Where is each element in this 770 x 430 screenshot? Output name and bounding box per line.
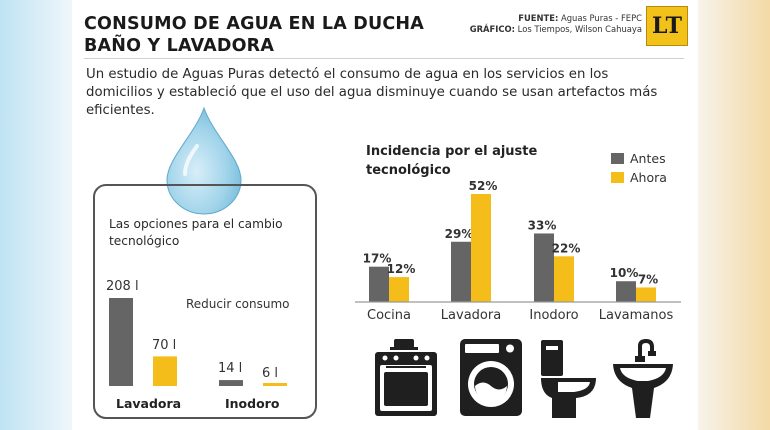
incidence-bar-cocina-ahora: [389, 277, 409, 302]
options-title: Las opciones para el cambio tecnológico: [109, 217, 283, 248]
source-label: FUENTE:: [518, 13, 559, 23]
option-bar-inodoro-after: [263, 383, 287, 386]
graphic-value: Los Tiempos, Wilson Cahuaya: [517, 24, 642, 34]
bar-label-inodoro-before: 14 l: [218, 361, 243, 376]
incidence-category-inodoro: Inodoro: [529, 308, 578, 323]
graphic-label: GRÁFICO:: [469, 24, 515, 34]
incidence-value-cocina-ahora: 12%: [387, 262, 416, 276]
incidence-value-inodoro-ahora: 22%: [552, 241, 581, 255]
stove-icon: [375, 339, 437, 416]
incidence-value-lavamanos-ahora: 7%: [638, 272, 658, 286]
legend-label-ahora: Ahora: [630, 170, 667, 185]
incidence-bar-lavadora-ahora: [471, 194, 491, 302]
intro-text: Un estudio de Aguas Puras detectó el con…: [86, 67, 658, 118]
bar-label-inodoro-after: 6 l: [262, 366, 279, 381]
incidence-value-lavadora-antes: 29%: [445, 227, 474, 241]
sink-icon: [613, 338, 673, 418]
incidence-value-lavadora-ahora: 52%: [469, 180, 498, 193]
bar-label-lavadora-after: 70 l: [152, 338, 177, 353]
incidence-category-lavamanos: Lavamanos: [599, 308, 674, 323]
water-drop-icon: [166, 106, 242, 215]
incidence-bar-lavamanos-antes: [616, 281, 636, 302]
legend-swatch-antes: [611, 153, 624, 164]
option-bar-lavadora-after: [153, 356, 177, 386]
incidence-category-cocina: Cocina: [367, 308, 411, 323]
options-chart: [109, 298, 287, 386]
incidence-bar-lavamanos-ahora: [636, 287, 656, 302]
incidence-bar-inodoro-antes: [534, 233, 554, 302]
option-bar-inodoro-before: [219, 380, 243, 386]
category-inodoro: Inodoro: [225, 396, 280, 411]
header-divider: [84, 58, 684, 59]
page-title: CONSUMO DE AGUA EN LA DUCHA BAÑO Y LAVAD…: [84, 13, 424, 57]
incidence-value-cocina-antes: 17%: [363, 252, 392, 266]
incidence-bar-cocina-antes: [369, 266, 389, 302]
washing-machine-icon: [460, 339, 522, 416]
legend-swatch-ahora: [611, 172, 624, 183]
newspaper-logo: LT: [646, 6, 688, 46]
reduce-consumption-note: Reducir consumo: [186, 297, 290, 311]
incidence-category-lavadora: Lavadora: [441, 308, 501, 323]
category-lavadora: Lavadora: [116, 396, 182, 411]
incidence-title-line-1: Incidencia por el ajuste: [366, 144, 538, 159]
credits: FUENTE: Aguas Puras - FEPC GRÁFICO: Los …: [470, 13, 642, 35]
legend-ahora: Ahora: [611, 170, 667, 185]
incidence-chart: 17%12% 29% 52% 33% 22% 10% 7% Cocina Lavadora In…: [355, 180, 681, 323]
incidence-value-inodoro-antes: 33%: [528, 218, 557, 232]
options-box: [93, 184, 317, 419]
source-value: Aguas Puras - FEPC: [560, 13, 642, 23]
toilet-icon: [541, 340, 596, 418]
incidence-bar-lavadora-antes: [451, 241, 471, 302]
legend-label-antes: Antes: [630, 151, 666, 166]
option-bar-lavadora-before: [109, 298, 133, 386]
title-line-1: CONSUMO DE AGUA EN LA DUCHA: [84, 14, 425, 34]
incidence-title-line-2: tecnológico: [366, 163, 451, 178]
incidence-title: Incidencia por el ajuste tecnológico: [366, 142, 537, 180]
bar-label-lavadora-before: 208 l: [106, 279, 139, 294]
legend-antes: Antes: [611, 151, 666, 166]
title-line-2: BAÑO Y LAVADORA: [84, 36, 275, 56]
incidence-bar-inodoro-ahora: [554, 256, 574, 302]
incidence-value-lavamanos-antes: 10%: [610, 266, 639, 280]
